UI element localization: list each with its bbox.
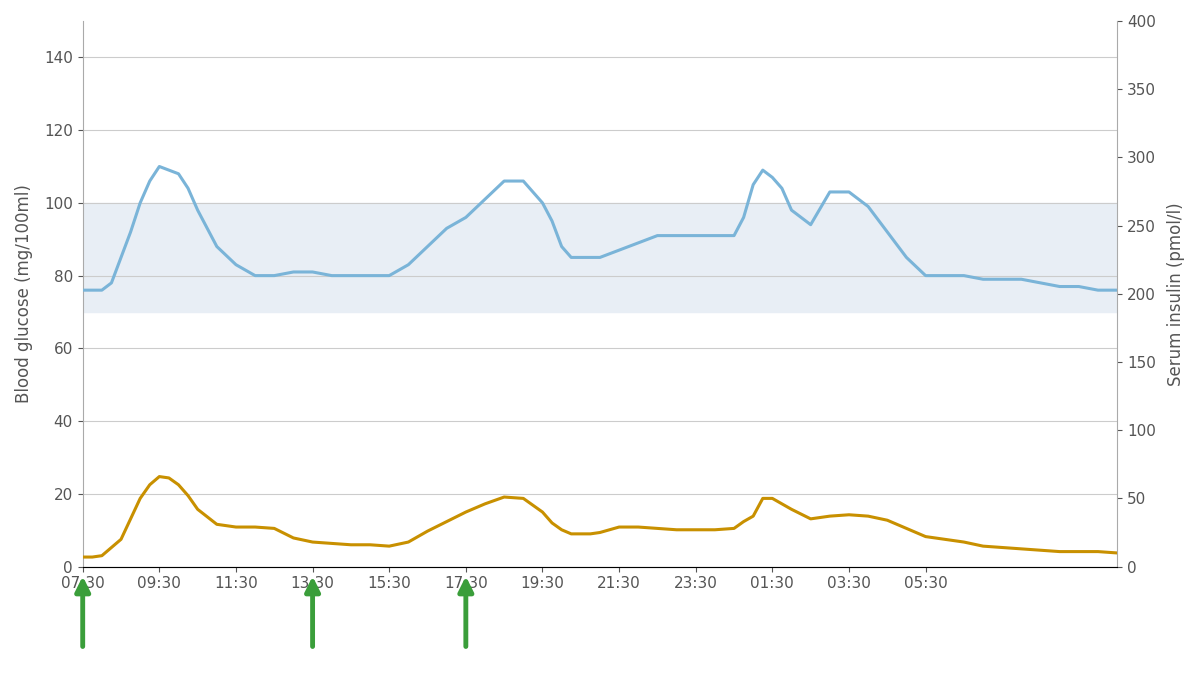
- Y-axis label: Blood glucose (mg/100ml): Blood glucose (mg/100ml): [14, 185, 34, 403]
- Bar: [83, 203, 1117, 312]
- Y-axis label: Serum insulin (pmol/l): Serum insulin (pmol/l): [1168, 202, 1186, 386]
